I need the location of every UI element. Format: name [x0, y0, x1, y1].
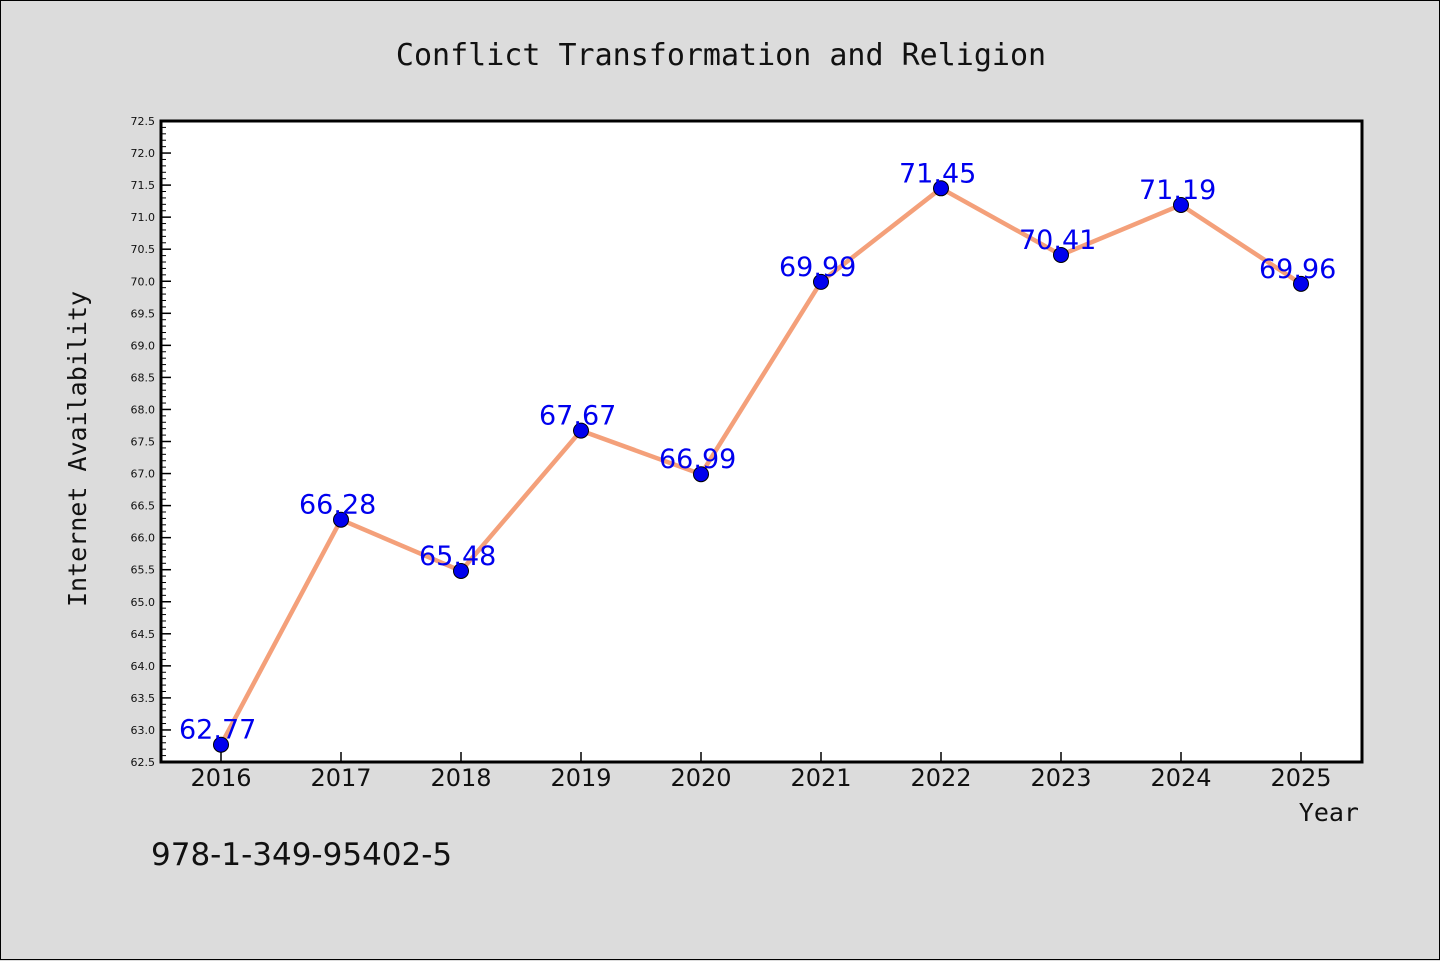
plot-border — [159, 119, 1364, 764]
data-label: 69.99 — [779, 252, 856, 283]
x-tick-label: 2018 — [430, 764, 491, 792]
y-tick-label: 68.0 — [131, 403, 156, 416]
x-tick-label: 2019 — [550, 764, 611, 792]
y-tick-label: 70.0 — [131, 275, 156, 288]
y-tick-label: 67.0 — [131, 468, 156, 481]
y-tick-label: 68.5 — [131, 371, 156, 384]
y-tick-label: 71.5 — [131, 179, 156, 192]
data-point — [213, 736, 229, 753]
y-tick-label: 72.0 — [131, 147, 156, 160]
y-tick-label: 69.5 — [131, 307, 156, 320]
y-tick-label: 63.5 — [131, 692, 156, 705]
y-tick-label: 65.5 — [131, 564, 156, 577]
y-tick-label: 65.0 — [131, 596, 156, 609]
data-label: 62.77 — [179, 715, 256, 746]
y-tick-label: 63.0 — [131, 724, 156, 737]
data-label: 66.99 — [659, 444, 736, 475]
series-line — [219, 186, 1303, 746]
y-axis: 62.5 63.0 63.5 64.0 64.5 65.0 65.5 66.0 66.5 67.0… — [131, 115, 171, 769]
data-label: 69.96 — [1259, 254, 1336, 285]
data-labels: 62.77 66.28 65.48 67.67 66.99 69.99 71.45 70.41… — [179, 158, 1336, 745]
data-label: 67.67 — [539, 401, 616, 432]
plot-area — [161, 121, 1362, 762]
y-tick-label: 66.5 — [131, 500, 156, 513]
data-point — [1053, 246, 1069, 263]
data-point — [453, 562, 469, 579]
data-point — [933, 180, 949, 197]
x-axis: 2016 2017 2018 2019 2020 2021 2022 2023 2024 2025 — [190, 752, 1332, 792]
data-point — [1173, 196, 1189, 213]
data-point — [573, 422, 589, 439]
chart-title: Conflict Transformation and Religion — [396, 38, 1046, 73]
x-tick-label: 2023 — [1030, 764, 1091, 792]
y-tick-label: 66.0 — [131, 532, 156, 545]
data-label: 71.45 — [899, 158, 976, 189]
x-axis-title: Year — [1299, 798, 1359, 827]
data-point — [693, 466, 709, 483]
y-tick-label: 67.5 — [131, 436, 156, 449]
x-tick-label: 2021 — [790, 764, 851, 792]
series-layer — [213, 180, 1309, 753]
x-tick-label: 2017 — [310, 764, 371, 792]
footer-code: 978-1-349-95402-5 — [151, 837, 452, 873]
x-tick-label: 2022 — [910, 764, 971, 792]
x-tick-label: 2024 — [1150, 764, 1211, 792]
y-tick-label: 70.5 — [131, 243, 156, 256]
x-tick-label: 2020 — [670, 764, 731, 792]
data-point — [333, 511, 349, 528]
y-tick-label: 62.5 — [131, 756, 156, 769]
data-label: 71.19 — [1139, 175, 1216, 206]
data-point — [813, 273, 829, 290]
y-tick-label: 64.5 — [131, 628, 156, 641]
y-axis-title: Internet Availability — [63, 291, 92, 607]
y-tick-label: 71.0 — [131, 211, 156, 224]
data-label: 70.41 — [1019, 225, 1096, 256]
data-label: 66.28 — [299, 490, 376, 521]
y-tick-label: 64.0 — [131, 660, 156, 673]
y-tick-label: 69.0 — [131, 339, 156, 352]
x-tick-label: 2025 — [1270, 764, 1331, 792]
data-label: 65.48 — [419, 541, 496, 572]
x-tick-label: 2016 — [190, 764, 251, 792]
y-tick-label: 72.5 — [131, 115, 156, 128]
data-point — [1293, 275, 1309, 292]
